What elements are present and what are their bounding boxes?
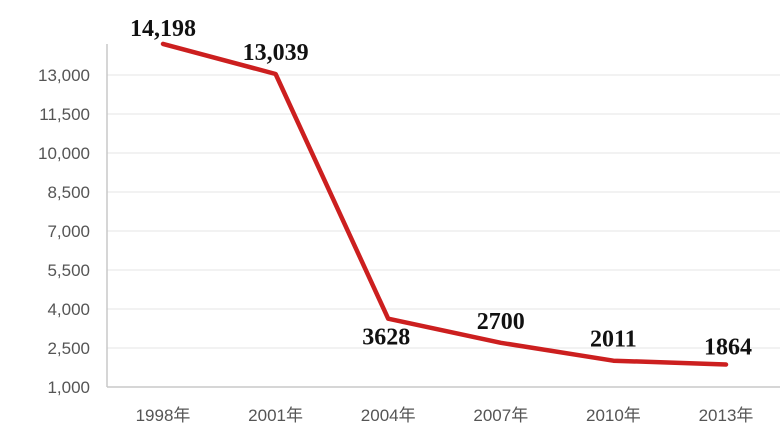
data-label: 13,039	[243, 40, 309, 66]
x-tick-label: 1998年	[136, 406, 191, 425]
x-tick-label: 2001年	[248, 406, 303, 425]
y-tick-label: 5,500	[47, 261, 90, 280]
data-label: 1864	[704, 335, 752, 361]
y-tick-label: 2,500	[47, 339, 90, 358]
x-tick-label: 2007年	[473, 406, 528, 425]
y-tick-label: 13,000	[38, 66, 90, 85]
x-tick-label: 2013年	[699, 406, 754, 425]
y-tick-label: 4,000	[47, 300, 90, 319]
x-tick-label: 2004年	[361, 406, 416, 425]
series-line	[160, 41, 729, 367]
grid-lines	[107, 74, 780, 349]
data-label: 2011	[590, 327, 637, 353]
y-tick-label: 8,500	[47, 183, 90, 202]
y-tick-label: 1,000	[47, 378, 90, 397]
data-label: 3628	[362, 325, 410, 351]
y-tick-label: 10,000	[38, 144, 90, 163]
x-tick-label: 2010年	[586, 406, 641, 425]
data-label: 14,198	[130, 16, 196, 42]
data-label: 2700	[477, 309, 525, 335]
x-axis-ticks: 1998年 2001年 2004年 2007年 2010年 2013年	[136, 406, 754, 425]
y-axis-ticks: 1,000 2,500 4,000 5,500 7,000 8,500 10,000 11,5…	[38, 66, 90, 397]
y-tick-label: 11,500	[39, 105, 90, 124]
y-tick-label: 7,000	[47, 222, 90, 241]
data-labels: 14,198 13,039 3628 2700 2011 1864	[130, 16, 752, 361]
